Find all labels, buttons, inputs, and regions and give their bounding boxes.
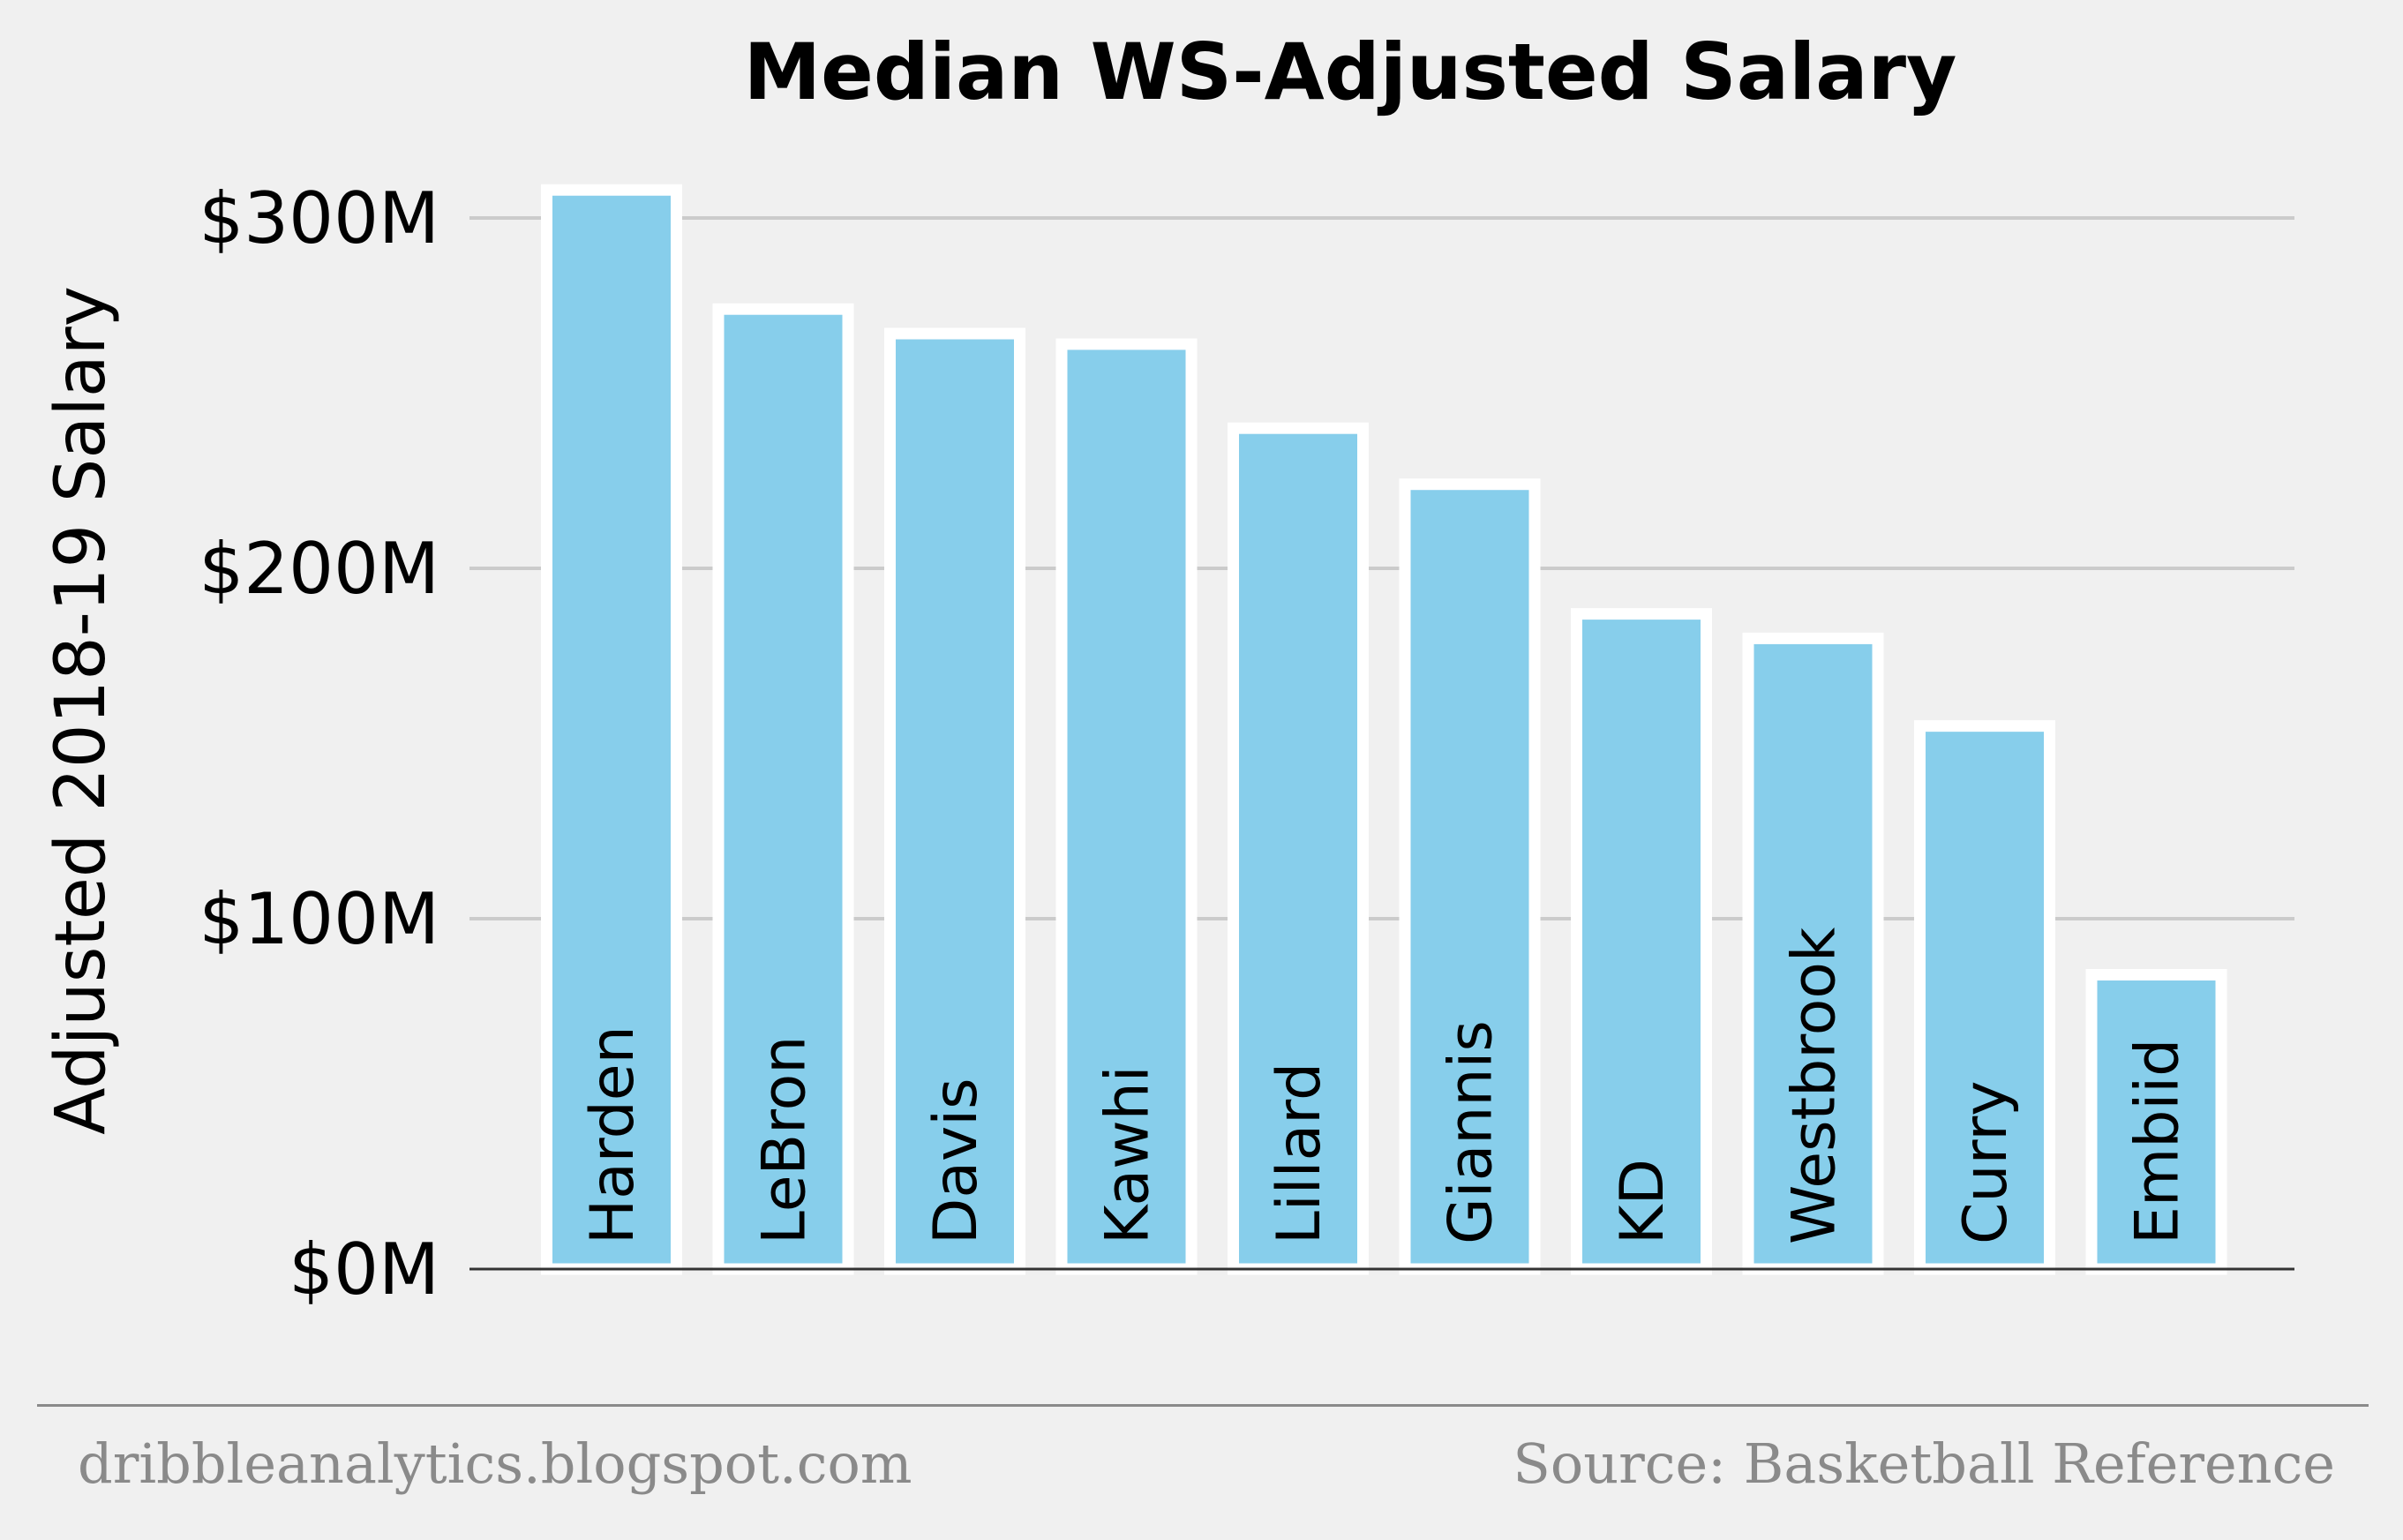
footer-divider — [37, 1404, 2369, 1407]
bar-label-westbrook: Westbrook — [1780, 927, 1850, 1244]
bar-label-kawhi: Kawhi — [1093, 1065, 1163, 1244]
y-tick-label: $200M — [199, 528, 439, 610]
bar-lebron — [712, 303, 854, 1275]
bar-label-giannis: Giannis — [1437, 1020, 1506, 1244]
bar-label-lillard: Lillard — [1265, 1063, 1334, 1244]
y-tick-label: $100M — [199, 878, 439, 960]
bars: Harden LeBron Davis Kawhi Lillard Giannis KD We… — [469, 184, 2294, 1275]
bar-label-kd: KD — [1608, 1159, 1678, 1244]
bar-curry — [1914, 720, 2055, 1275]
bar-label-curry: Curry — [1951, 1080, 2021, 1244]
bar-label-davis: Davis — [921, 1078, 991, 1244]
bar-davis — [884, 327, 1025, 1275]
bar-label-harden: Harden — [578, 1025, 648, 1244]
bar-westbrook — [1742, 632, 1884, 1275]
bar-label-lebron: LeBron — [750, 1036, 820, 1244]
bar-chart: Median WS-Adjusted Salary Adjusted 2018-… — [41, 26, 2294, 1311]
footer-source: Source: Basketball Reference — [1513, 1431, 2335, 1496]
footer-site-credit: dribbleanalytics.blogspot.com — [78, 1431, 912, 1496]
y-tick-label: $0M — [289, 1228, 439, 1311]
y-tick-labels: $0M $100M $200M $300M — [199, 177, 439, 1311]
y-tick-label: $300M — [199, 177, 439, 259]
y-axis-label: Adjusted 2018-19 Salary — [41, 286, 121, 1135]
bar-embiid — [2085, 969, 2227, 1275]
bar-kd — [1571, 608, 1712, 1275]
bar-label-embiid: Embiid — [2123, 1039, 2193, 1244]
chart-title: Median WS-Adjusted Salary — [744, 26, 1957, 117]
bar-harden — [541, 184, 682, 1275]
